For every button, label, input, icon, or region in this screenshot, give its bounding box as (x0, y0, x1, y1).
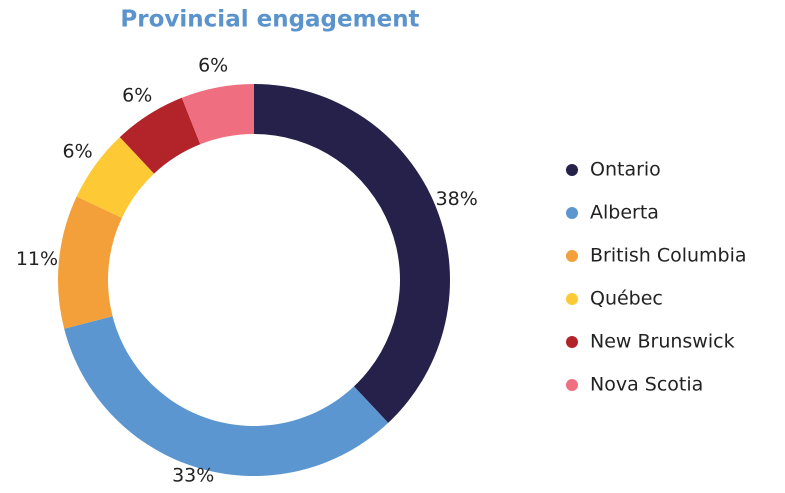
donut-slice (119, 97, 201, 174)
legend-marker (566, 250, 578, 262)
donut-slice (64, 316, 389, 476)
legend-label: Ontario (590, 159, 661, 181)
legend-marker (566, 336, 578, 348)
legend-label: Nova Scotia (590, 374, 703, 396)
data-label: 38% (436, 188, 478, 210)
legend-marker (566, 379, 578, 391)
data-label: 33% (172, 465, 214, 487)
donut-slice (254, 84, 450, 423)
data-label: 6% (63, 140, 93, 162)
legend-marker (566, 164, 578, 176)
legend-label: Québec (590, 288, 663, 310)
donut-slice (57, 196, 122, 329)
legend-label: Alberta (590, 202, 659, 224)
legend-label: New Brunswick (590, 331, 735, 353)
legend-marker (566, 207, 578, 219)
donut-slice (76, 137, 155, 218)
data-label: 6% (198, 54, 228, 76)
donut-slice (181, 84, 254, 145)
data-label: 6% (122, 84, 152, 106)
legend-label: British Columbia (590, 245, 747, 267)
chart-title: Provincial engagement (120, 7, 419, 33)
legend-marker (566, 293, 578, 305)
data-label: 11% (16, 248, 58, 270)
